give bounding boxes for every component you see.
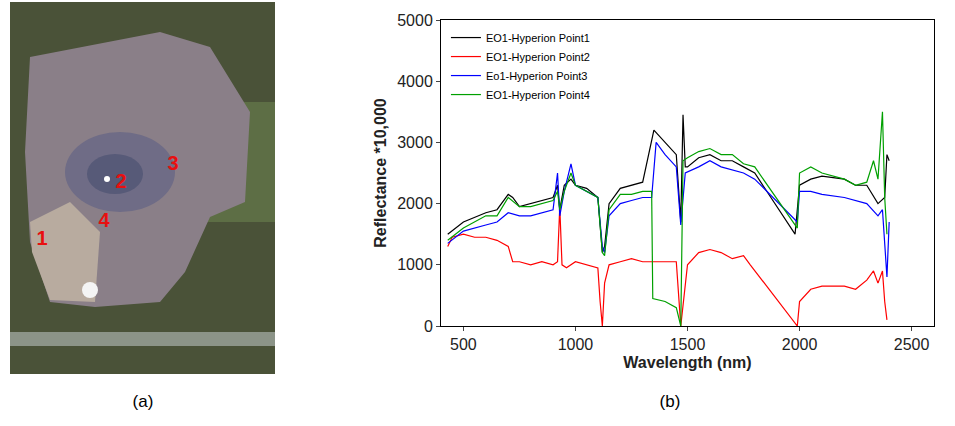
svg-text:1000: 1000 [558, 336, 594, 353]
svg-text:Eo1-Hyperion Point3: Eo1-Hyperion Point3 [486, 70, 588, 82]
svg-text:EO1-Hyperion Point1: EO1-Hyperion Point1 [486, 32, 590, 44]
svg-text:3000: 3000 [397, 134, 433, 151]
svg-text:5000: 5000 [397, 12, 433, 29]
svg-text:4000: 4000 [397, 73, 433, 90]
svg-text:2000: 2000 [397, 195, 433, 212]
svg-text:1000: 1000 [397, 256, 433, 273]
svg-text:3: 3 [167, 152, 178, 174]
svg-text:EO1-Hyperion Point2: EO1-Hyperion Point2 [486, 51, 590, 63]
html-text:(a): (a) [132, 392, 154, 411]
svg-text:1500: 1500 [670, 336, 706, 353]
svg-text:Reflectance *10,000: Reflectance *10,000 [372, 98, 389, 248]
html-text:(b): (b) [659, 392, 681, 411]
svg-text:500: 500 [450, 336, 477, 353]
svg-text:2500: 2500 [894, 336, 930, 353]
svg-text:EO1-Hyperion Point4: EO1-Hyperion Point4 [486, 89, 590, 101]
svg-text:2000: 2000 [782, 336, 818, 353]
svg-text:0: 0 [424, 318, 433, 335]
svg-text:Wavelength (nm): Wavelength (nm) [623, 354, 751, 371]
svg-text:1: 1 [36, 227, 47, 249]
svg-text:4: 4 [98, 209, 110, 231]
svg-text:2: 2 [115, 170, 126, 192]
